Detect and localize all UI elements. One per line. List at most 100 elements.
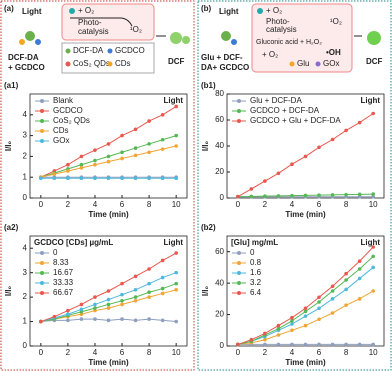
- legend-marker: [40, 251, 44, 255]
- data-point: [120, 150, 124, 155]
- legend-label: GOx: [323, 59, 339, 68]
- icon: [221, 31, 231, 41]
- legend-marker: [237, 271, 241, 275]
- panel-label: (a1): [4, 81, 19, 90]
- legend-label: GCDCO + DCF-DA: [250, 106, 320, 115]
- x-tick-label: 10: [172, 348, 181, 357]
- icon: [107, 61, 113, 67]
- data-point: [276, 323, 281, 328]
- photo-label: catalysis: [266, 25, 297, 34]
- legend-label: GCDCO: [115, 46, 145, 55]
- data-point: [93, 148, 97, 152]
- o2-label: + O₂: [78, 6, 94, 15]
- data-point: [106, 302, 111, 307]
- legend-label: 33.33: [53, 278, 74, 287]
- data-point: [344, 303, 348, 307]
- data-point: [174, 287, 178, 292]
- data-point: [357, 120, 362, 125]
- data-point: [357, 259, 362, 263]
- data-point: [263, 179, 267, 183]
- data-point: [371, 289, 375, 293]
- legend-label: 66.67: [53, 288, 74, 297]
- data-point: [147, 290, 151, 295]
- x-tick-label: 2: [263, 200, 268, 209]
- x-axis-label: Time (min): [88, 210, 129, 219]
- annotation: Light: [360, 96, 380, 105]
- mix-label: Glu + DCF-: [201, 53, 243, 62]
- legend-marker: [237, 119, 241, 123]
- data-point: [147, 295, 151, 299]
- y-tick-label: 2: [23, 152, 28, 161]
- light-label: Light: [22, 7, 42, 16]
- plot-frame: [29, 235, 188, 347]
- legend-marker: [237, 291, 241, 295]
- x-tick-label: 4: [290, 348, 295, 357]
- data-point: [344, 342, 348, 347]
- y-axis-label: I/I₀: [201, 285, 210, 296]
- data-point: [317, 306, 321, 311]
- x-tick-label: 10: [369, 348, 378, 357]
- data-point: [106, 154, 111, 159]
- data-point: [120, 317, 124, 321]
- legend-marker: [40, 119, 44, 123]
- data-point: [303, 314, 308, 318]
- panel-label: (b2): [201, 223, 216, 232]
- arrow: [70, 17, 133, 27]
- data-point: [160, 318, 165, 323]
- data-point: [93, 306, 97, 310]
- legend-box: [61, 42, 155, 74]
- data-point: [303, 342, 308, 347]
- y-tick-label: 60: [215, 115, 224, 124]
- icon: [35, 39, 41, 45]
- data-point: [79, 302, 84, 307]
- data-point: [160, 113, 165, 117]
- icon: [182, 36, 190, 44]
- legend-title: GCDCO [CDs] µg/mL: [34, 238, 113, 247]
- data-point: [303, 154, 308, 159]
- x-tick-label: 6: [317, 348, 322, 357]
- legend-marker: [40, 139, 44, 143]
- panel-a-border: [0, 0, 195, 371]
- data-point: [79, 166, 84, 170]
- data-point: [39, 176, 43, 181]
- y-tick-label: 80: [215, 89, 224, 98]
- legend-marker: [40, 291, 44, 295]
- x-tick-label: 0: [236, 200, 241, 209]
- y-tick-label: 3: [23, 131, 28, 140]
- data-point: [93, 302, 97, 307]
- data-point: [66, 169, 70, 173]
- legend-label: DCF-DA: [73, 46, 104, 55]
- data-point: [330, 137, 335, 142]
- data-point: [120, 176, 124, 181]
- data-point: [133, 127, 138, 132]
- data-point: [249, 187, 254, 191]
- x-axis-label: Time (min): [285, 210, 326, 219]
- legend-label: Glu + DCF-DA: [250, 96, 302, 105]
- x-tick-label: 10: [172, 200, 181, 209]
- data-point: [371, 265, 375, 270]
- data-point: [93, 158, 97, 163]
- icon: [257, 8, 263, 14]
- y-tick-label: 60: [215, 247, 224, 256]
- plot-frame: [29, 93, 188, 199]
- data-point: [147, 142, 151, 146]
- data-point: [263, 331, 267, 336]
- data-point: [147, 267, 151, 271]
- data-point: [79, 176, 84, 181]
- data-point: [133, 287, 138, 292]
- data-point: [160, 286, 165, 291]
- data-point: [317, 300, 321, 304]
- y-tick-label: 0: [220, 193, 225, 202]
- data-point: [160, 137, 165, 142]
- panel-b-border: [197, 0, 392, 371]
- legend-label: CDs: [115, 59, 131, 68]
- legend-label: CoS₂ QDs: [73, 59, 110, 68]
- legend-label: 0: [53, 248, 58, 257]
- mix-label: DA+ GCDCO: [201, 63, 249, 72]
- y-axis-label: I/I₀: [4, 140, 13, 151]
- icon: [107, 48, 113, 54]
- data-point: [66, 318, 70, 323]
- data-point: [160, 147, 165, 151]
